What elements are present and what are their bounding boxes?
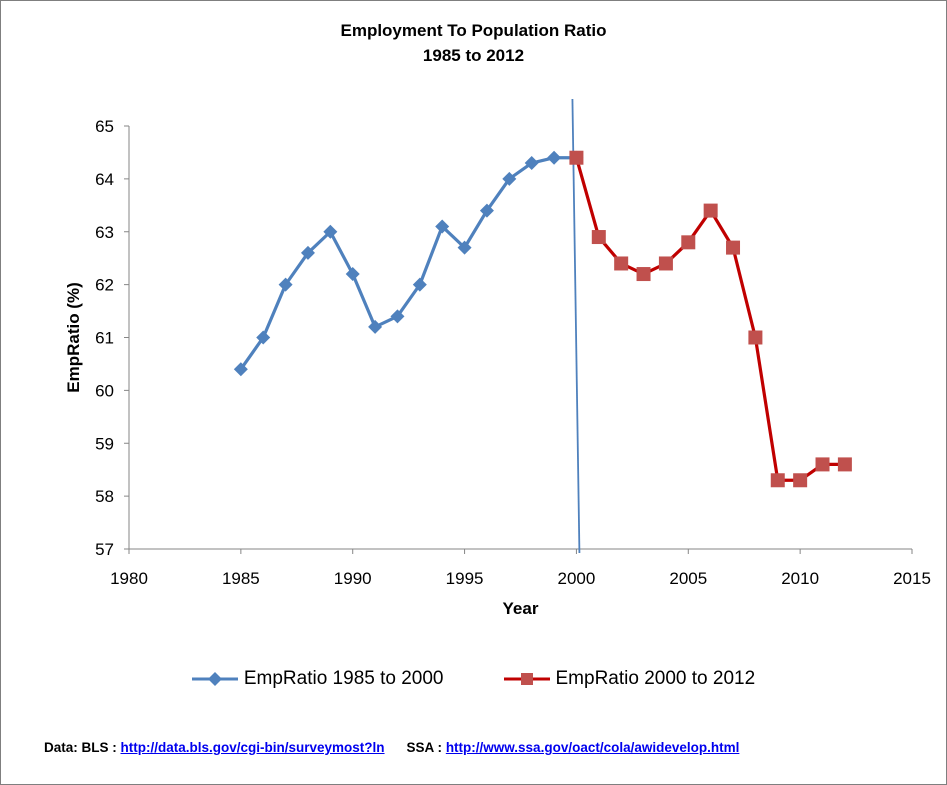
data-point-diamond — [300, 245, 315, 260]
data-point-square — [703, 203, 718, 218]
chart-legend: EmpRatio 1985 to 2000 EmpRatio 2000 to 2… — [0, 668, 947, 690]
data-point-diamond — [256, 330, 271, 345]
y-tick-label: 59 — [95, 434, 114, 453]
y-axis-title: EmpRatio (%) — [64, 282, 83, 393]
data-point-square — [636, 267, 651, 282]
data-point-square — [591, 230, 606, 245]
data-point-square — [837, 457, 852, 472]
data-point-square — [569, 150, 584, 165]
data-point-square — [681, 235, 696, 250]
x-axis-title: Year — [503, 599, 539, 618]
legend-item-series-1: EmpRatio 1985 to 2000 — [191, 668, 444, 690]
x-tick-label: 1980 — [110, 569, 148, 588]
chart-title: Employment To Population Ratio — [340, 21, 607, 40]
data-point-square — [614, 256, 629, 271]
y-tick-label: 63 — [95, 223, 114, 242]
x-tick-label: 2005 — [669, 569, 707, 588]
x-tick-label: 1995 — [446, 569, 484, 588]
series-line-1 — [239, 156, 577, 371]
y-tick-label: 65 — [95, 117, 114, 136]
source-data-label: Data: BLS : — [44, 740, 121, 755]
x-tick-label: 1990 — [334, 569, 372, 588]
data-point-diamond — [233, 362, 248, 377]
legend-label-series-2: EmpRatio 2000 to 2012 — [555, 668, 756, 689]
data-point-diamond — [524, 156, 539, 171]
data-point-square — [658, 256, 673, 271]
data-point-diamond — [457, 240, 472, 255]
y-tick-label: 62 — [95, 276, 114, 295]
data-point-diamond — [323, 224, 338, 239]
source-ssa-label: SSA : — [406, 740, 446, 755]
divider-line — [571, 98, 581, 554]
data-point-square — [748, 330, 763, 345]
y-tick-label: 64 — [95, 170, 114, 189]
legend-item-series-2: EmpRatio 2000 to 2012 — [503, 668, 756, 690]
y-tick-label: 57 — [95, 540, 114, 559]
data-point-diamond — [502, 171, 517, 186]
x-tick-label: 2015 — [893, 569, 931, 588]
data-point-diamond — [390, 309, 405, 324]
data-source-note: Data: BLS : http://data.bls.gov/cgi-bin/… — [44, 740, 739, 755]
ssa-link[interactable]: http://www.ssa.gov/oact/cola/awidevelop.… — [445, 740, 740, 755]
data-point-diamond — [412, 277, 427, 292]
x-tick-label: 2000 — [558, 569, 596, 588]
data-point-square — [726, 240, 741, 255]
x-tick-label: 1985 — [222, 569, 260, 588]
y-tick-label: 61 — [95, 329, 114, 348]
data-point-diamond — [368, 319, 383, 334]
legend-swatch-diamond — [191, 672, 238, 686]
x-tick-label: 2010 — [781, 569, 819, 588]
data-point-square — [815, 457, 830, 472]
data-point-square — [793, 473, 808, 488]
chart-subtitle: 1985 to 2012 — [422, 46, 525, 65]
data-point-square — [770, 473, 785, 488]
data-point-diamond — [547, 150, 562, 165]
data-point-diamond — [345, 267, 360, 282]
legend-swatch-square — [503, 673, 550, 685]
y-tick-label: 60 — [95, 381, 114, 400]
data-point-diamond — [479, 203, 494, 218]
legend-label-series-1: EmpRatio 1985 to 2000 — [243, 668, 444, 689]
y-tick-label: 58 — [95, 487, 114, 506]
bls-link[interactable]: http://data.bls.gov/cgi-bin/surveymost?l… — [120, 740, 385, 755]
data-point-diamond — [278, 277, 293, 292]
data-point-diamond — [435, 219, 450, 234]
